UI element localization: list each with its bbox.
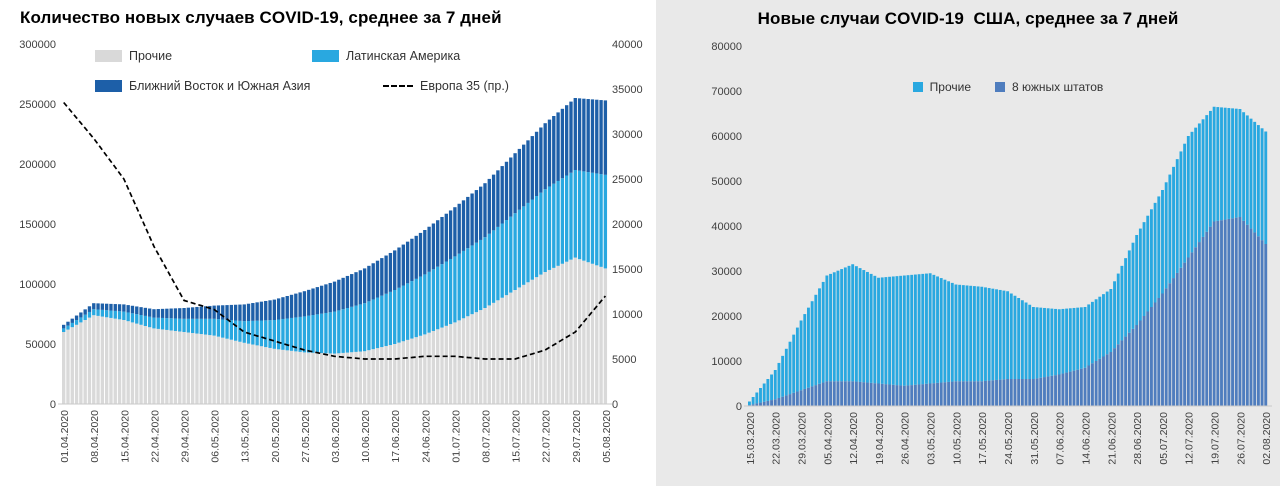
svg-text:20.05.2020: 20.05.2020 xyxy=(270,410,282,463)
svg-text:17.05.2020: 17.05.2020 xyxy=(977,412,989,465)
legend-marker-latin-america-icon xyxy=(312,50,339,62)
svg-text:10.06.2020: 10.06.2020 xyxy=(360,410,372,463)
svg-text:20000: 20000 xyxy=(612,219,643,231)
legend-marker-europe-35-dashed-line-icon xyxy=(383,85,413,87)
svg-text:10000: 10000 xyxy=(612,309,643,321)
svg-text:01.07.2020: 01.07.2020 xyxy=(450,410,462,463)
svg-text:0: 0 xyxy=(736,401,742,413)
svg-text:15.07.2020: 15.07.2020 xyxy=(511,410,523,463)
svg-text:10000: 10000 xyxy=(711,356,742,368)
svg-text:24.05.2020: 24.05.2020 xyxy=(1003,412,1015,465)
covid-usa-stacked-bar-chart: 0 10000 20000 30000 40000 50000 60000 70000 8000… xyxy=(711,41,1273,465)
svg-text:22.04.2020: 22.04.2020 xyxy=(149,410,161,463)
svg-text:22.07.2020: 22.07.2020 xyxy=(541,410,553,463)
svg-text:19.04.2020: 19.04.2020 xyxy=(874,412,886,465)
svg-text:10.05.2020: 10.05.2020 xyxy=(951,412,963,465)
panel-global-chart: 0 50000 100000 150000 200000 250000 300000 0 500… xyxy=(19,8,643,463)
right-chart-title: Новые случаи COVID-19 США, среднее за 7 … xyxy=(757,9,1179,28)
legend-item-usa-others: Прочие xyxy=(912,80,972,94)
usa-chart-legend: Прочие 8 южных штатов xyxy=(748,80,1268,94)
svg-text:40000: 40000 xyxy=(711,221,742,233)
legend-label-latin-america: Латинская Америка xyxy=(346,49,461,63)
covid-global-stacked-bar-chart: 0 50000 100000 150000 200000 250000 300000 0 500… xyxy=(19,39,642,463)
svg-text:06.05.2020: 06.05.2020 xyxy=(210,410,222,463)
svg-text:03.06.2020: 03.06.2020 xyxy=(330,410,342,463)
legend-marker-usa-others-icon xyxy=(912,82,923,92)
svg-text:28.06.2020: 28.06.2020 xyxy=(1132,412,1144,465)
svg-text:05.08.2020: 05.08.2020 xyxy=(601,410,613,463)
legend-label-others: Прочие xyxy=(129,49,173,63)
legend-marker-others-icon xyxy=(95,50,122,62)
legend-item-europe-35: Европа 35 (пр.) xyxy=(383,79,509,93)
bars-layer xyxy=(748,106,1268,406)
legend-item-mideast-south-asia: Ближний Восток и Южная Азия xyxy=(95,79,310,93)
svg-text:40000: 40000 xyxy=(612,39,643,51)
svg-text:26.07.2020: 26.07.2020 xyxy=(1235,412,1247,465)
svg-text:100000: 100000 xyxy=(19,279,56,291)
svg-text:07.06.2020: 07.06.2020 xyxy=(1055,412,1067,465)
svg-text:19.07.2020: 19.07.2020 xyxy=(1210,412,1222,465)
svg-text:0: 0 xyxy=(612,399,618,411)
svg-text:31.05.2020: 31.05.2020 xyxy=(1029,412,1041,465)
svg-text:15.03.2020: 15.03.2020 xyxy=(745,412,757,465)
svg-text:12.04.2020: 12.04.2020 xyxy=(848,412,860,465)
svg-text:05.07.2020: 05.07.2020 xyxy=(1158,412,1170,465)
legend-label-europe-35: Европа 35 (пр.) xyxy=(420,79,509,93)
panel-usa-chart: 0 10000 20000 30000 40000 50000 60000 70000 8000… xyxy=(656,0,1280,486)
svg-text:35000: 35000 xyxy=(612,84,643,96)
svg-text:70000: 70000 xyxy=(711,86,742,98)
svg-text:01.04.2020: 01.04.2020 xyxy=(59,410,71,463)
legend-marker-southern-states-icon xyxy=(995,82,1006,92)
svg-text:29.07.2020: 29.07.2020 xyxy=(571,410,583,463)
svg-text:29.04.2020: 29.04.2020 xyxy=(180,410,192,463)
svg-text:05.04.2020: 05.04.2020 xyxy=(822,412,834,465)
svg-text:15000: 15000 xyxy=(612,264,643,276)
legend-item-latin-america: Латинская Америка xyxy=(312,49,460,63)
legend-label-mideast-south-asia: Ближний Восток и Южная Азия xyxy=(129,79,311,93)
svg-text:60000: 60000 xyxy=(711,131,742,143)
svg-text:30000: 30000 xyxy=(711,266,742,278)
legend-label-southern-states: 8 южных штатов xyxy=(1012,80,1104,94)
svg-text:24.06.2020: 24.06.2020 xyxy=(420,410,432,463)
axis-labels: 0 50000 100000 150000 200000 250000 300000 0 500… xyxy=(19,39,642,463)
svg-text:15.04.2020: 15.04.2020 xyxy=(119,410,131,463)
svg-text:27.05.2020: 27.05.2020 xyxy=(300,410,312,463)
svg-text:08.07.2020: 08.07.2020 xyxy=(481,410,493,463)
svg-text:0: 0 xyxy=(50,399,56,411)
svg-text:12.07.2020: 12.07.2020 xyxy=(1184,412,1196,465)
svg-text:13.05.2020: 13.05.2020 xyxy=(240,410,252,463)
svg-text:14.06.2020: 14.06.2020 xyxy=(1080,412,1092,465)
svg-text:17.06.2020: 17.06.2020 xyxy=(390,410,402,463)
legend-marker-mideast-south-asia-icon xyxy=(95,80,122,92)
legend-item-southern-states: 8 южных штатов xyxy=(995,80,1103,94)
svg-text:26.04.2020: 26.04.2020 xyxy=(900,412,912,465)
bars-layer xyxy=(62,98,608,404)
svg-text:5000: 5000 xyxy=(612,354,636,366)
svg-text:25000: 25000 xyxy=(612,174,643,186)
svg-text:250000: 250000 xyxy=(19,99,56,111)
legend-item-others: Прочие xyxy=(95,49,172,63)
svg-text:21.06.2020: 21.06.2020 xyxy=(1106,412,1118,465)
svg-text:22.03.2020: 22.03.2020 xyxy=(771,412,783,465)
europe-35-dashed-line xyxy=(63,101,607,360)
svg-text:80000: 80000 xyxy=(711,41,742,53)
svg-text:50000: 50000 xyxy=(25,339,56,351)
svg-text:02.08.2020: 02.08.2020 xyxy=(1261,412,1273,465)
svg-text:200000: 200000 xyxy=(19,159,56,171)
left-chart-title: Количество новых случаев COVID-19, средн… xyxy=(20,8,502,27)
svg-text:29.03.2020: 29.03.2020 xyxy=(797,412,809,465)
svg-text:150000: 150000 xyxy=(19,219,56,231)
svg-text:20000: 20000 xyxy=(711,311,742,323)
svg-text:03.05.2020: 03.05.2020 xyxy=(926,412,938,465)
svg-text:300000: 300000 xyxy=(19,39,56,51)
axis-labels: 0 10000 20000 30000 40000 50000 60000 70000 8000… xyxy=(711,41,1273,465)
svg-text:50000: 50000 xyxy=(711,176,742,188)
svg-text:08.04.2020: 08.04.2020 xyxy=(89,410,101,463)
legend-label-usa-others: Прочие xyxy=(929,80,972,94)
svg-text:30000: 30000 xyxy=(612,129,643,141)
